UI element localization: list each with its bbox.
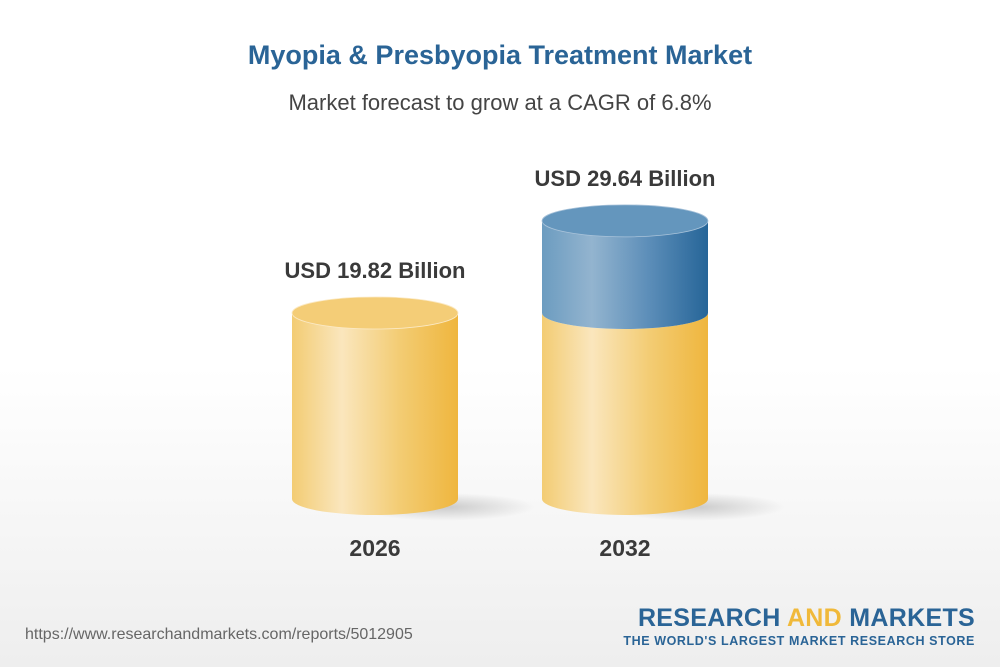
- logo-text-3: MARKETS: [842, 604, 975, 632]
- source-url[interactable]: https://www.researchandmarkets.com/repor…: [25, 626, 413, 643]
- research-and-markets-logo: RESEARCH AND MARKETS THE WORLD'S LARGEST…: [623, 604, 975, 648]
- bar-2026: [292, 313, 458, 515]
- bar-base-2032: [542, 313, 708, 515]
- bar-top-2026: [291, 296, 459, 330]
- logo-text-1: RESEARCH: [637, 604, 787, 632]
- x-tick-label: 2026: [349, 535, 400, 561]
- bar-growth-2032: [542, 220, 708, 329]
- data-label: USD 29.64 Billion: [535, 166, 716, 191]
- data-label: USD 19.82 Billion: [285, 258, 466, 283]
- bar-top-2032: [541, 204, 709, 238]
- chart-title: Myopia & Presbyopia Treatment Market: [247, 40, 753, 70]
- logo-text-2: AND: [786, 604, 843, 632]
- chart-subtitle: Market forecast to grow at a CAGR of 6.8…: [288, 90, 712, 115]
- x-tick-label: 2032: [599, 535, 650, 561]
- logo-tagline: THE WORLD'S LARGEST MARKET RESEARCH STOR…: [623, 634, 975, 648]
